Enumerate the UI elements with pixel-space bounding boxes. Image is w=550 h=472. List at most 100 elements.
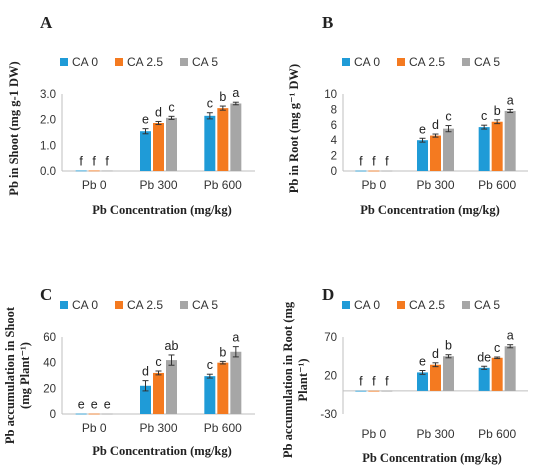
panel-letter: B <box>322 13 333 32</box>
y-tick-label: 20 <box>324 371 337 383</box>
y-tick-label: 60 <box>43 332 56 344</box>
significance-label: c <box>207 97 213 111</box>
bar <box>153 123 164 171</box>
legend-swatch <box>115 58 123 66</box>
bar <box>491 357 503 391</box>
significance-label: f <box>359 375 363 389</box>
x-axis-label: Pb Concentration (mg/kg) <box>360 203 500 217</box>
bar <box>75 170 87 172</box>
bar <box>217 108 229 171</box>
x-tick-label: Pb 600 <box>204 421 242 435</box>
bar <box>204 376 216 414</box>
significance-label: e <box>91 398 98 412</box>
bar <box>355 170 367 172</box>
bar <box>417 372 428 391</box>
legend-swatch <box>397 58 405 66</box>
significance-label: ab <box>165 339 179 353</box>
bar <box>443 128 454 171</box>
panel-letter: A <box>40 13 53 32</box>
legend-swatch <box>115 301 123 309</box>
y-tick-label: 3.0 <box>40 89 56 101</box>
panel-letter: C <box>40 285 52 304</box>
bar <box>504 110 516 171</box>
y-axis-label: (mg Plant⁻¹) <box>18 342 32 409</box>
significance-label: f <box>359 155 363 169</box>
y-axis-label: Pb in Root (mg g⁻¹ DW) <box>287 64 301 193</box>
bar <box>230 351 242 414</box>
x-tick-label: Pb 0 <box>361 427 386 441</box>
significance-label: f <box>385 375 389 389</box>
significance-label: b <box>219 345 226 359</box>
bar <box>491 121 503 171</box>
bar <box>140 385 151 414</box>
significance-label: e <box>142 113 149 127</box>
y-axis-label: Pb accumulation in Shoot <box>3 306 17 444</box>
legend-swatch <box>462 301 470 309</box>
legend-swatch <box>180 301 188 309</box>
significance-label: f <box>105 154 109 168</box>
y-tick-label: 4 <box>331 135 338 147</box>
legend-swatch <box>180 58 188 66</box>
significance-label: e <box>104 398 111 412</box>
legend: CA 0 CA 2.5 CA 5 <box>60 298 218 312</box>
y-axis-label: Pb in Shoot (mg g-1 DW) <box>7 61 21 195</box>
y-tick-label: 20 <box>43 383 56 395</box>
y-tick-label: 0.0 <box>40 166 56 178</box>
significance-label: f <box>92 154 96 168</box>
bar <box>153 372 164 414</box>
bar <box>204 115 216 171</box>
x-tick-label: Pb 600 <box>478 178 516 192</box>
legend-swatch <box>397 301 405 309</box>
y-tick-label: 2.0 <box>40 115 56 127</box>
x-axis-label: Pb Concentration (mg/kg) <box>362 451 502 465</box>
x-tick-label: Pb 600 <box>478 427 516 441</box>
legend-label: CA 0 <box>72 298 98 312</box>
legend-swatch <box>60 58 68 66</box>
legend-swatch <box>60 301 68 309</box>
bar <box>430 364 441 391</box>
bar <box>101 413 113 415</box>
legend-label: CA 2.5 <box>127 55 163 69</box>
y-tick-label: 0 <box>50 409 56 421</box>
significance-label: b <box>219 90 226 104</box>
bar <box>368 170 380 172</box>
legend-label: CA 0 <box>354 55 380 69</box>
bar <box>355 390 367 392</box>
significance-label: e <box>78 398 85 412</box>
x-tick-label: Pb 0 <box>82 421 107 435</box>
bar <box>368 390 380 392</box>
significance-label: de <box>477 350 491 364</box>
legend-label: CA 5 <box>474 55 500 69</box>
significance-label: c <box>445 110 451 124</box>
significance-label: f <box>79 154 83 168</box>
y-tick-label: 70 <box>324 332 337 344</box>
bar <box>478 367 490 391</box>
bar <box>443 356 454 391</box>
bar <box>75 413 87 415</box>
y-tick-label: 0 <box>331 166 337 178</box>
bar <box>230 103 242 171</box>
significance-label: a <box>507 329 514 343</box>
bar <box>166 360 177 414</box>
bar <box>381 170 393 172</box>
bar <box>101 170 113 172</box>
x-tick-label: Pb 300 <box>416 427 454 441</box>
significance-label: d <box>432 118 439 132</box>
bar <box>88 170 100 172</box>
significance-label: f <box>372 155 376 169</box>
x-tick-label: Pb 0 <box>361 178 386 192</box>
x-tick-label: Pb 300 <box>139 178 177 192</box>
bar <box>217 362 229 414</box>
y-tick-label: 2 <box>331 151 337 163</box>
x-axis-label: Pb Concentration (mg/kg) <box>92 444 232 458</box>
significance-label: f <box>385 155 389 169</box>
y-tick-label: 6 <box>331 120 337 132</box>
significance-label: c <box>155 355 161 369</box>
significance-label: d <box>432 347 439 361</box>
legend: CA 0 CA 2.5 CA 5 <box>342 298 500 312</box>
x-tick-label: Pb 600 <box>204 178 242 192</box>
